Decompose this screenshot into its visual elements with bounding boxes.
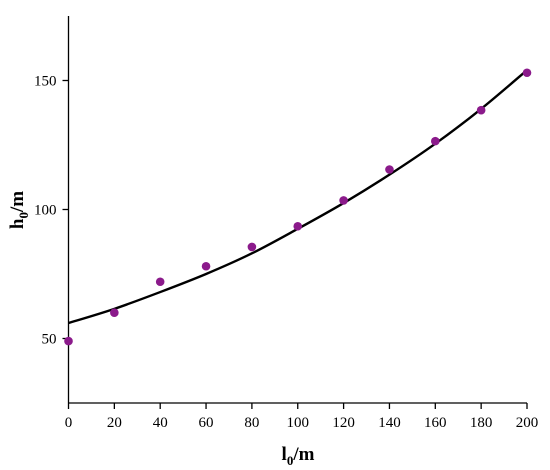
y-tick-label: 100 <box>34 203 57 219</box>
x-tick-label: 40 <box>153 415 168 431</box>
y-axis-label: h0/m <box>7 191 31 229</box>
data-point <box>339 196 348 205</box>
data-point <box>64 336 73 346</box>
x-axis-label: l0/m <box>282 444 315 468</box>
x-tick-label: 80 <box>244 415 259 431</box>
data-point <box>201 261 211 271</box>
x-tick-label: 20 <box>107 415 122 431</box>
x-tick-label: 0 <box>65 415 73 431</box>
x-tick-label: 160 <box>424 415 447 431</box>
points-group <box>64 68 532 346</box>
x-axis-label-main: l <box>282 444 287 465</box>
data-point <box>476 105 486 115</box>
x-tick-label: 60 <box>199 415 214 431</box>
x-tick-label: 140 <box>378 415 401 431</box>
x-axis-label-suffix: /m <box>292 444 314 465</box>
ticks: 0 20 40 60 80 100 120 140 160 180 200 50 100 150 <box>34 74 538 432</box>
data-point <box>522 68 532 78</box>
x-tick-label: 180 <box>470 415 493 431</box>
y-axis-label-sub: 0 <box>16 212 31 219</box>
y-tick-label: 50 <box>42 332 57 348</box>
x-tick-label: 120 <box>332 415 355 431</box>
y-tick-label: 150 <box>34 74 57 90</box>
x-tick-label: 100 <box>287 415 310 431</box>
data-point <box>293 221 303 231</box>
data-point <box>155 277 165 287</box>
data-point <box>110 308 119 318</box>
y-axis-label-main: h <box>7 218 28 229</box>
data-point <box>247 242 257 252</box>
x-tick-label: 200 <box>516 415 539 431</box>
fit-line-group <box>68 69 528 325</box>
x-axis-label-sub: 0 <box>287 453 294 468</box>
fit-curve <box>68 69 528 325</box>
y-axis-label-suffix: /m <box>7 191 28 213</box>
data-point <box>431 136 440 146</box>
data-point <box>385 165 394 174</box>
